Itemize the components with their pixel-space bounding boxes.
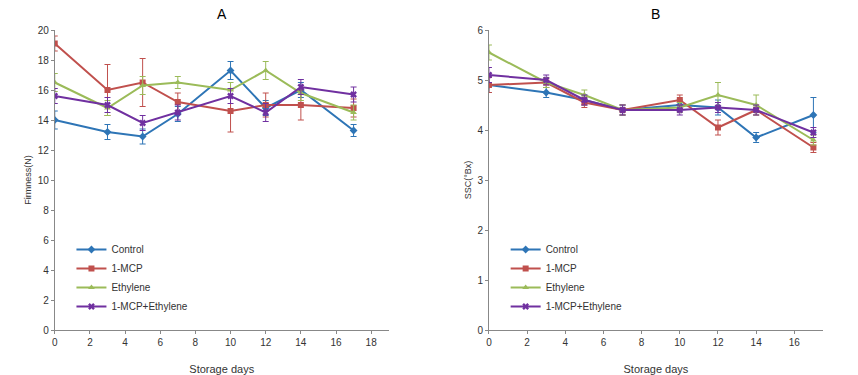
svg-text:2: 2 <box>524 337 530 348</box>
svg-text:18: 18 <box>366 337 378 348</box>
svg-text:Storage days: Storage days <box>189 363 254 375</box>
svg-text:0: 0 <box>477 325 483 336</box>
svg-text:10: 10 <box>674 337 686 348</box>
svg-text:10: 10 <box>38 175 50 186</box>
svg-text:6: 6 <box>43 235 49 246</box>
svg-text:16: 16 <box>330 337 342 348</box>
svg-text:4: 4 <box>563 337 569 348</box>
svg-text:4: 4 <box>477 125 483 136</box>
svg-text:Firmness(N): Firmness(N) <box>23 155 33 205</box>
svg-text:1-MCP+Ethylene: 1-MCP+Ethylene <box>111 301 187 312</box>
svg-text:8: 8 <box>193 337 199 348</box>
svg-text:6: 6 <box>157 337 163 348</box>
svg-text:12: 12 <box>38 145 50 156</box>
svg-text:6: 6 <box>477 25 483 36</box>
svg-text:0: 0 <box>43 325 49 336</box>
svg-text:5: 5 <box>477 75 483 86</box>
svg-text:Ethylene: Ethylene <box>111 282 150 293</box>
svg-text:1: 1 <box>477 275 483 286</box>
svg-text:8: 8 <box>639 337 645 348</box>
svg-text:Ethylene: Ethylene <box>546 282 585 293</box>
svg-text:2: 2 <box>43 295 49 306</box>
svg-text:0: 0 <box>486 337 492 348</box>
svg-text:14: 14 <box>38 115 50 126</box>
svg-text:Control: Control <box>111 244 143 255</box>
svg-text:1-MCP: 1-MCP <box>111 263 142 274</box>
svg-text:4: 4 <box>122 337 128 348</box>
svg-text:3: 3 <box>477 175 483 186</box>
svg-text:10: 10 <box>225 337 237 348</box>
svg-text:20: 20 <box>38 25 50 36</box>
svg-text:16: 16 <box>38 85 50 96</box>
svg-text:6: 6 <box>601 337 607 348</box>
svg-text:12: 12 <box>712 337 724 348</box>
svg-text:B: B <box>651 6 660 22</box>
svg-text:1-MCP: 1-MCP <box>546 263 577 274</box>
svg-text:12: 12 <box>260 337 272 348</box>
svg-text:18: 18 <box>38 55 50 66</box>
svg-text:Control: Control <box>546 244 578 255</box>
svg-text:1-MCP+Ethylene: 1-MCP+Ethylene <box>546 301 622 312</box>
svg-text:2: 2 <box>477 225 483 236</box>
svg-text:4: 4 <box>43 265 49 276</box>
svg-text:A: A <box>217 6 227 22</box>
svg-text:2: 2 <box>87 337 93 348</box>
svg-text:Storage days: Storage days <box>624 363 689 375</box>
svg-text:8: 8 <box>43 205 49 216</box>
svg-text:14: 14 <box>751 337 763 348</box>
svg-text:16: 16 <box>789 337 801 348</box>
svg-text:0: 0 <box>52 337 58 348</box>
svg-text:SSC(°Bx): SSC(°Bx) <box>463 161 473 200</box>
svg-text:14: 14 <box>295 337 307 348</box>
